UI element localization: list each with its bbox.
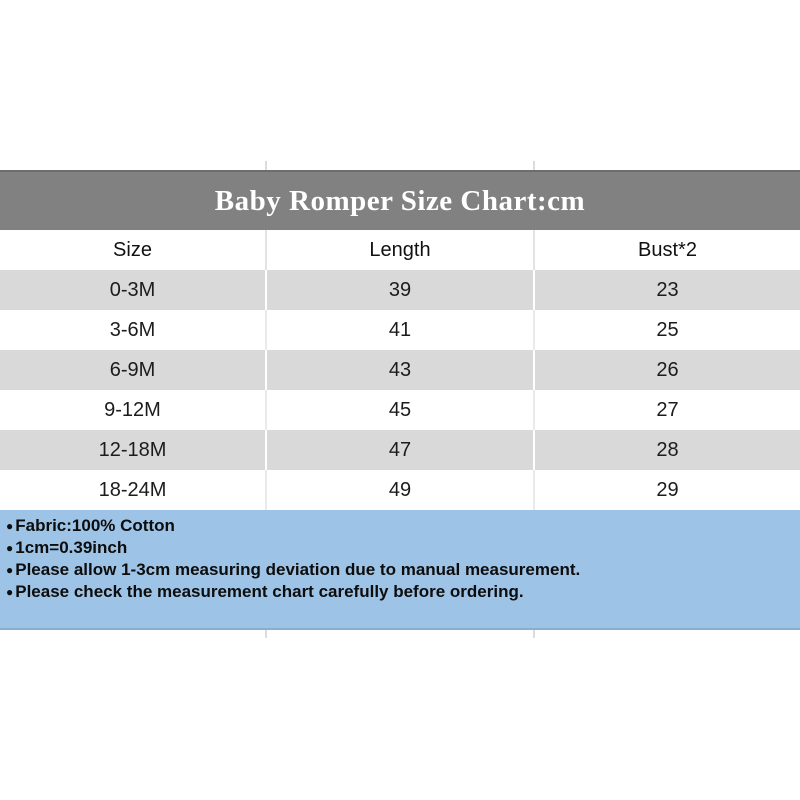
length-cell: 41 <box>265 310 533 350</box>
table-row: 0-3M 39 23 <box>0 270 800 310</box>
length-cell: 47 <box>265 430 533 470</box>
note-text: Please allow 1-3cm measuring deviation d… <box>15 560 581 579</box>
size-table: Size Length Bust*2 0-3M 39 23 3-6M 41 25… <box>0 230 800 510</box>
table-row: 6-9M 43 26 <box>0 350 800 390</box>
bust-cell: 29 <box>533 470 800 510</box>
bullet-icon: ● <box>6 563 14 577</box>
column-border-tick <box>265 630 267 638</box>
bust-cell: 23 <box>533 270 800 310</box>
size-cell: 9-12M <box>104 398 161 421</box>
table-header-row: Size Length Bust*2 <box>0 230 800 270</box>
column-header-size: Size <box>113 238 152 261</box>
table-row: 18-24M 49 29 <box>0 470 800 510</box>
column-border-tick <box>533 161 535 170</box>
size-cell: 18-24M <box>98 478 167 501</box>
bottom-whitespace <box>0 630 800 800</box>
bust-cell: 27 <box>533 390 800 430</box>
note-text: 1cm=0.39inch <box>15 538 128 557</box>
note-text: Please check the measurement chart caref… <box>15 582 524 601</box>
table-row: 3-6M 41 25 <box>0 310 800 350</box>
note-line: ● 1cm=0.39inch <box>6 537 792 559</box>
bullet-icon: ● <box>6 585 14 599</box>
size-cell: 3-6M <box>109 318 156 341</box>
length-cell: 39 <box>265 270 533 310</box>
title-band: Baby Romper Size Chart:cm <box>0 170 800 230</box>
length-cell: 43 <box>265 350 533 390</box>
bust-cell: 26 <box>533 350 800 390</box>
column-header-length: Length <box>265 230 533 270</box>
bust-cell: 25 <box>533 310 800 350</box>
table-row: 9-12M 45 27 <box>0 390 800 430</box>
top-whitespace <box>0 0 800 170</box>
note-line: ● Fabric:100% Cotton <box>6 515 792 537</box>
size-cell: 6-9M <box>109 358 156 381</box>
note-line: ● Please check the measurement chart car… <box>6 581 792 603</box>
note-text: Fabric:100% Cotton <box>15 516 175 535</box>
chart-title: Baby Romper Size Chart:cm <box>214 184 586 217</box>
bullet-icon: ● <box>6 541 14 555</box>
bust-cell: 28 <box>533 430 800 470</box>
notes-panel: ● Fabric:100% Cotton ● 1cm=0.39inch ● Pl… <box>0 510 800 630</box>
column-border-tick <box>265 161 267 170</box>
table-row: 12-18M 47 28 <box>0 430 800 470</box>
column-border-tick <box>533 630 535 638</box>
length-cell: 49 <box>265 470 533 510</box>
note-line: ● Please allow 1-3cm measuring deviation… <box>6 559 792 581</box>
size-cell: 0-3M <box>109 278 156 301</box>
size-cell: 12-18M <box>98 438 167 461</box>
bullet-icon: ● <box>6 519 14 533</box>
length-cell: 45 <box>265 390 533 430</box>
column-header-bust: Bust*2 <box>533 230 800 270</box>
